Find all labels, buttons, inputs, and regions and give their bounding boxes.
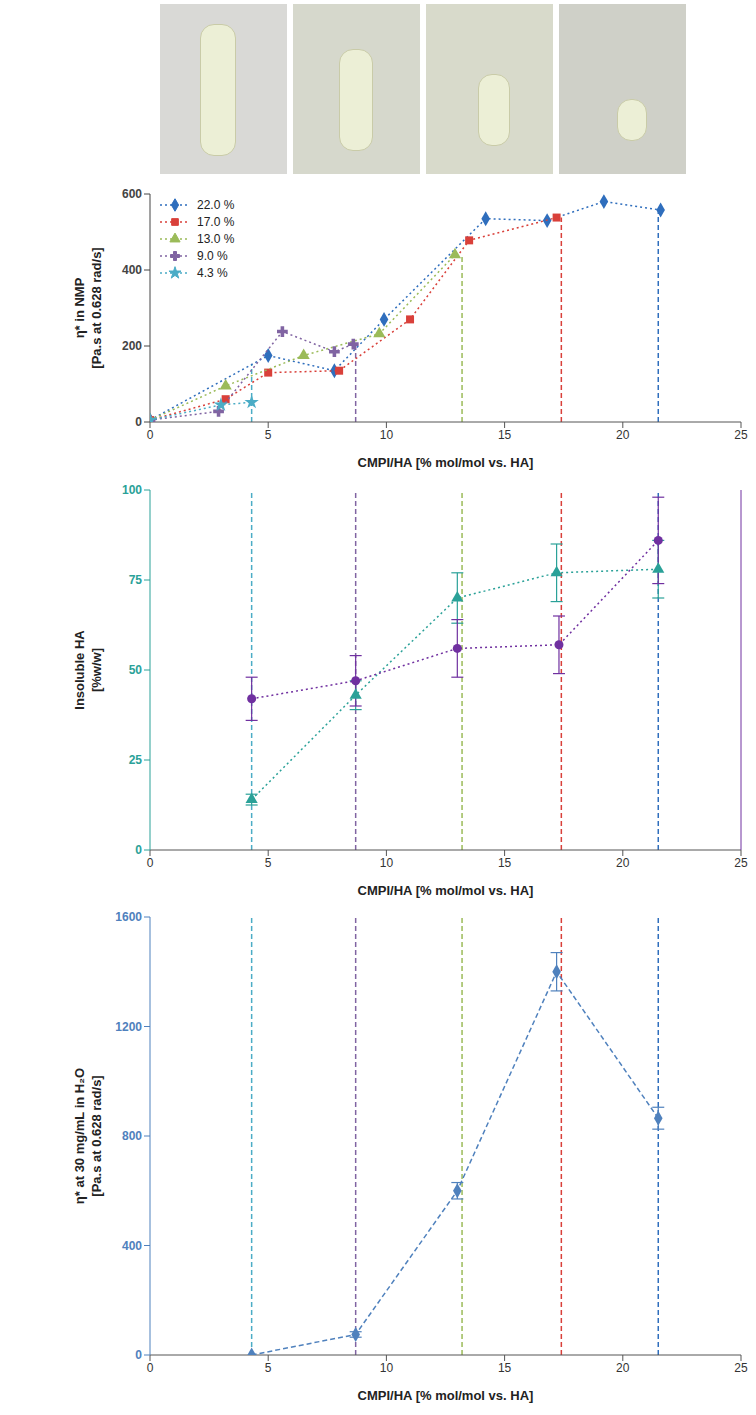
- svg-text:0: 0: [147, 428, 154, 442]
- svg-text:1200: 1200: [115, 1020, 142, 1034]
- svg-text:400: 400: [122, 1239, 142, 1253]
- svg-text:5: 5: [265, 856, 272, 870]
- html-text:Insoluble HA: Insoluble HA: [72, 630, 87, 710]
- svg-text:15: 15: [498, 1361, 512, 1375]
- svg-text:75: 75: [129, 573, 143, 587]
- html-text:η* at 30 mg/mL in H₂O: η* at 30 mg/mL in H₂O: [72, 1067, 87, 1205]
- svg-text:0: 0: [135, 843, 142, 857]
- svg-text:25: 25: [734, 1361, 748, 1375]
- svg-text:0: 0: [135, 415, 142, 429]
- svg-text:0: 0: [147, 856, 154, 870]
- svg-text:CMPI/HA [% mol/mol vs. HA]: CMPI/HA [% mol/mol vs. HA]: [358, 455, 534, 470]
- svg-text:25: 25: [129, 753, 143, 767]
- svg-text:400: 400: [122, 263, 142, 277]
- html-text:[%w/w]: [%w/w]: [89, 648, 104, 692]
- svg-text:15: 15: [498, 428, 512, 442]
- html-text:η* in NMP: η* in NMP: [72, 277, 87, 339]
- svg-text:5: 5: [265, 1361, 272, 1375]
- svg-text:15: 15: [498, 856, 512, 870]
- svg-text:600: 600: [122, 187, 142, 201]
- svg-text:1600: 1600: [115, 910, 142, 924]
- html-text:17.0 %: 17.0 %: [197, 214, 235, 229]
- svg-text:10: 10: [380, 1361, 394, 1375]
- svg-text:0: 0: [147, 1361, 154, 1375]
- html-text:[Pa.s at 0.628 rad/s]: [Pa.s at 0.628 rad/s]: [89, 247, 104, 369]
- svg-text:200: 200: [122, 339, 142, 353]
- svg-text:CMPI/HA [% mol/mol vs. HA]: CMPI/HA [% mol/mol vs. HA]: [358, 1388, 534, 1403]
- svg-text:100: 100: [122, 483, 142, 497]
- svg-text:25: 25: [734, 856, 748, 870]
- html-text:22.0 %: 22.0 %: [197, 197, 235, 212]
- svg-text:800: 800: [122, 1129, 142, 1143]
- svg-text:20: 20: [616, 1361, 630, 1375]
- svg-text:CMPI/HA [% mol/mol vs. HA]: CMPI/HA [% mol/mol vs. HA]: [358, 883, 534, 898]
- svg-text:50: 50: [129, 663, 143, 677]
- svg-text:20: 20: [616, 856, 630, 870]
- svg-text:5: 5: [265, 428, 272, 442]
- svg-text:10: 10: [380, 428, 394, 442]
- svg-text:25: 25: [734, 428, 748, 442]
- svg-text:20: 20: [616, 428, 630, 442]
- html-text:9.0 %: 9.0 %: [197, 248, 228, 263]
- html-text:[Pa.s at 0.628 rad/s]: [Pa.s at 0.628 rad/s]: [89, 1075, 104, 1197]
- html-text:4.3 %: 4.3 %: [197, 265, 228, 280]
- html-text:13.0 %: 13.0 %: [197, 231, 235, 246]
- svg-text:0: 0: [135, 1348, 142, 1362]
- svg-text:10: 10: [380, 856, 394, 870]
